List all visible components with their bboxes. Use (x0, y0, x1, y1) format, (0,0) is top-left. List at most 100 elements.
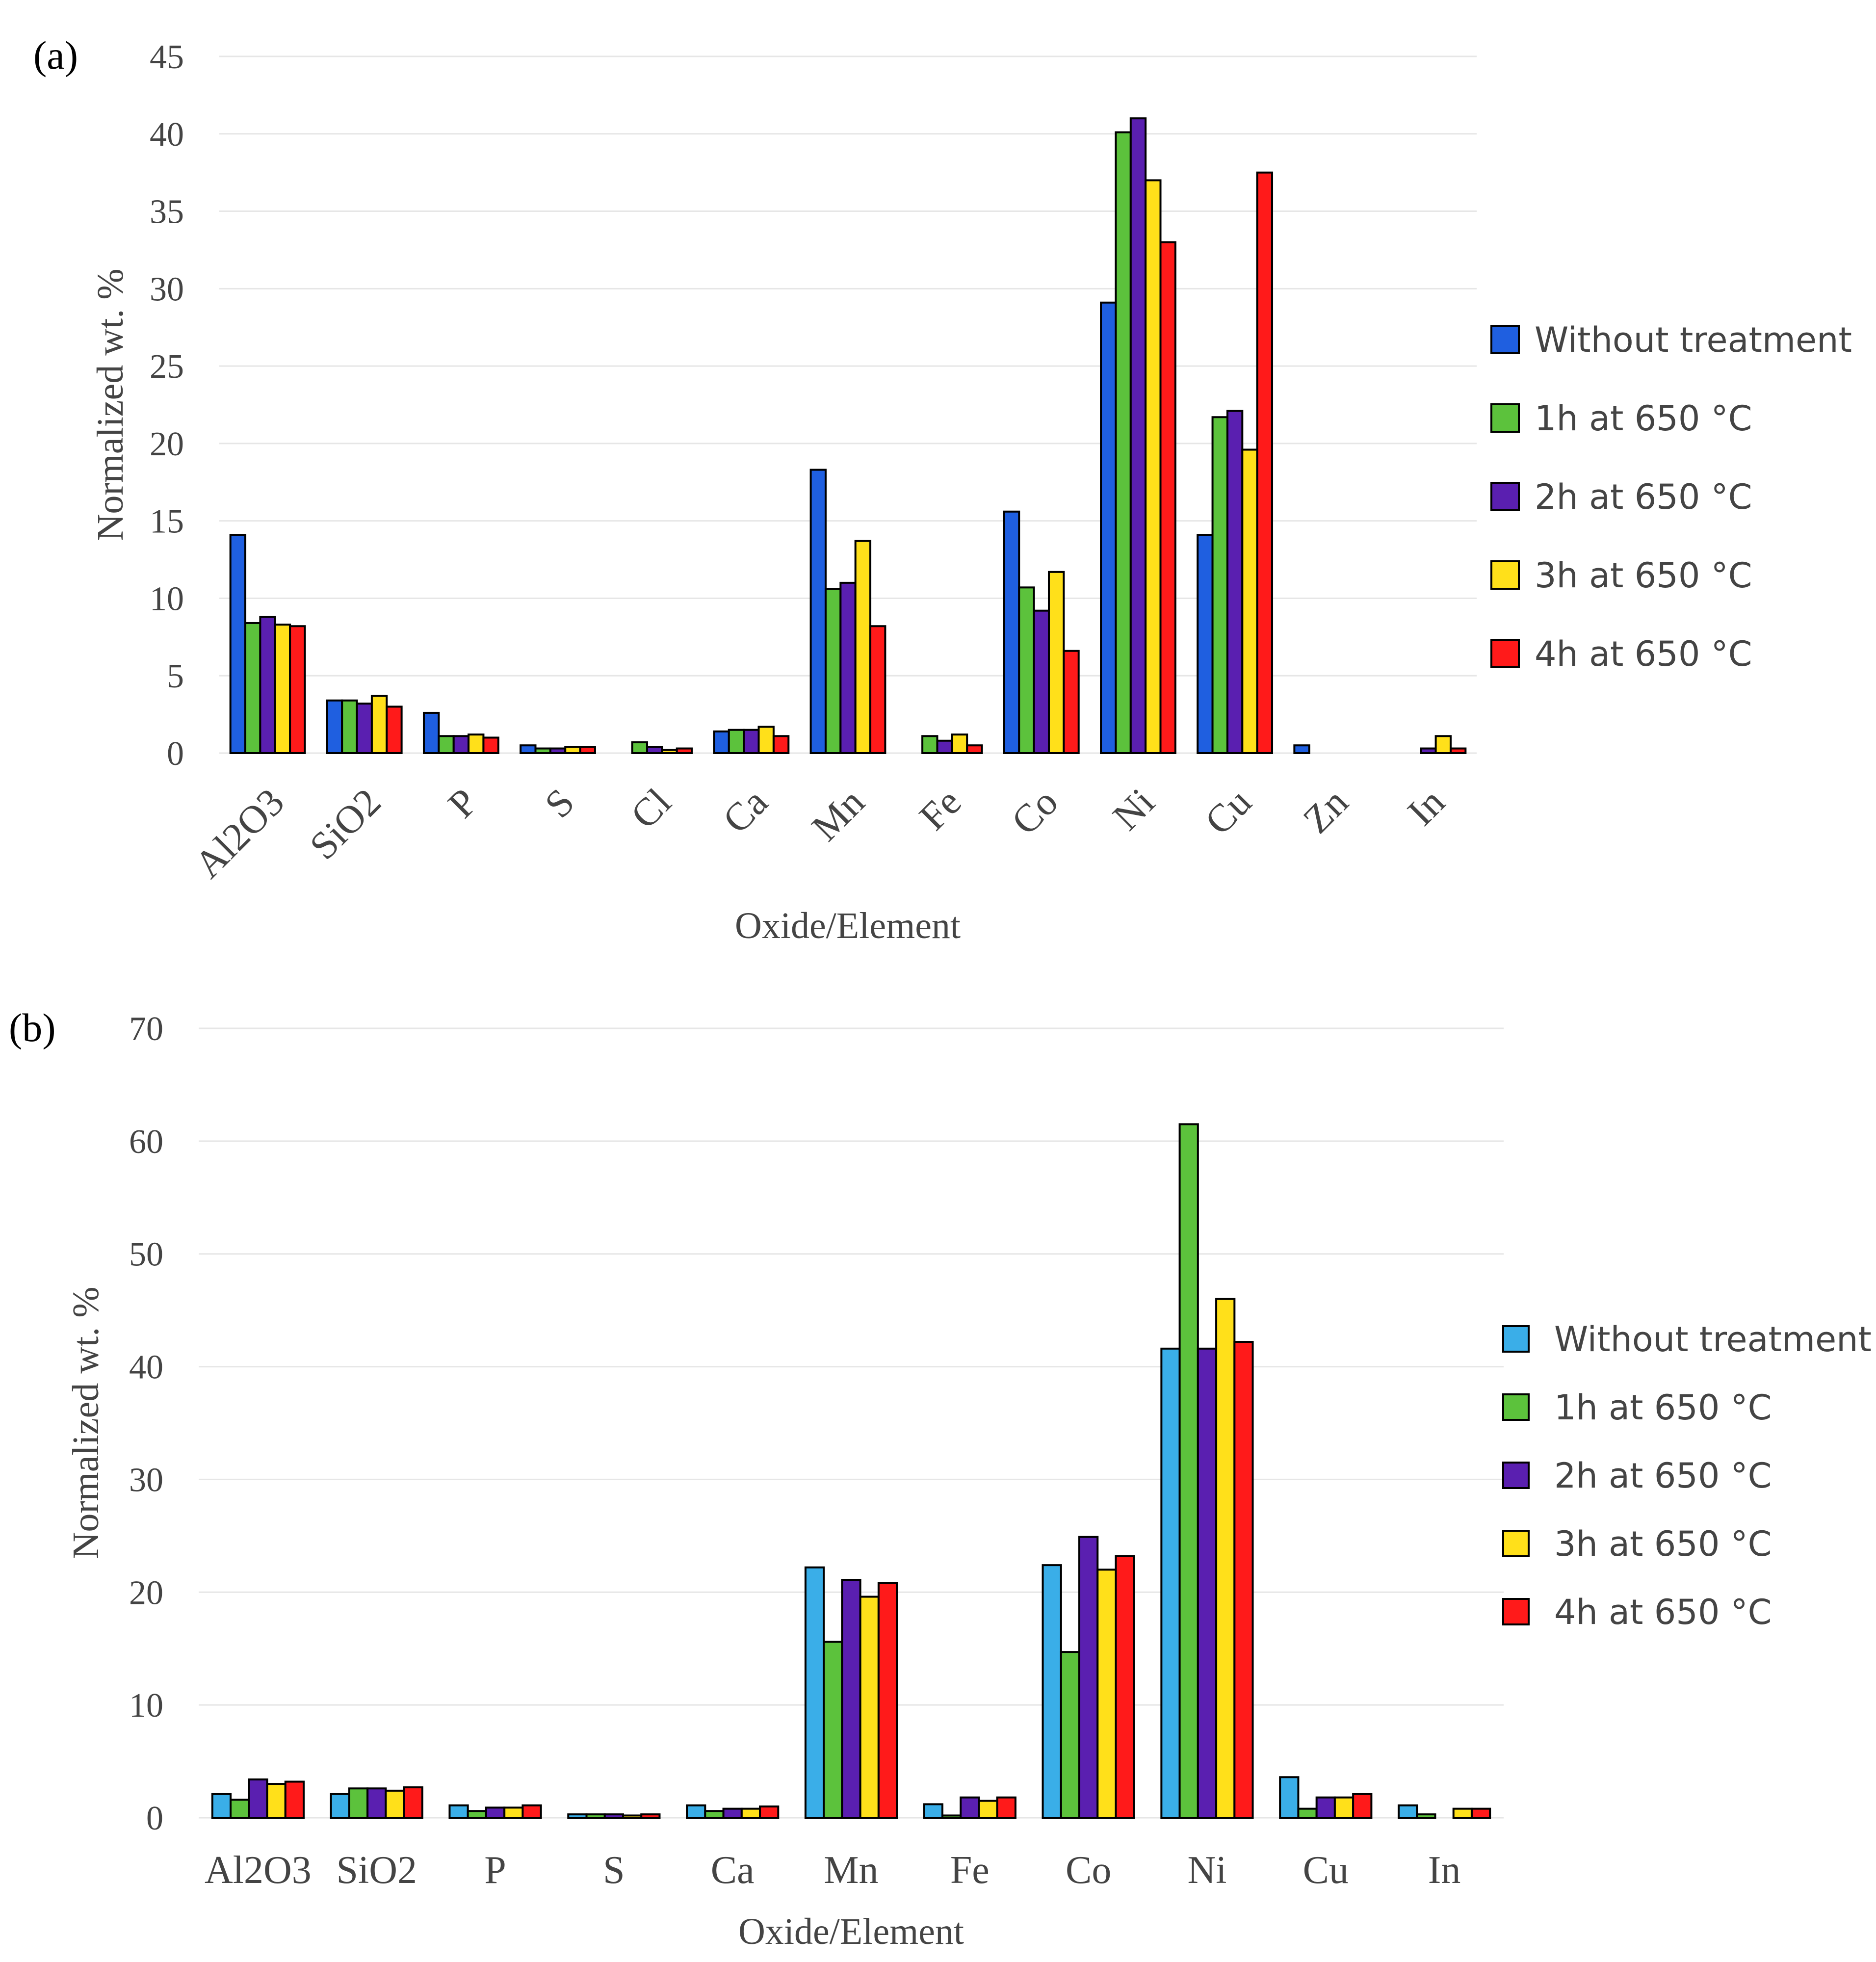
bar-al2o3-series-4 (274, 624, 291, 754)
bar-co-series-4 (1047, 571, 1065, 755)
y-axis-title: Normalized wt. % (90, 268, 131, 541)
x-tick-label: Co (1003, 781, 1066, 843)
x-tick-label: Ni (1187, 1849, 1226, 1892)
bar-al2o3-series-1 (211, 1793, 232, 1819)
x-tick-label: Zn (1295, 781, 1356, 842)
legend-swatch (1490, 639, 1520, 668)
bar-s-series-2 (534, 747, 551, 754)
x-tick-label: In (1400, 781, 1453, 834)
bar-ni-series-5 (1159, 241, 1176, 755)
x-tick-label: Cl (623, 781, 679, 837)
bar-fe-series-4 (951, 733, 968, 754)
bar-p-series-4 (503, 1806, 524, 1819)
legend: Without treatment 1h at 650 °C 2h at 650 °… (1490, 320, 1852, 674)
y-tick-label: 15 (150, 503, 184, 541)
bar-al2o3-series-4 (266, 1783, 287, 1819)
legend-swatch (1490, 403, 1520, 433)
bar-ca-series-1 (713, 730, 730, 755)
y-axis-title: Normalized wt. % (65, 1286, 106, 1559)
legend-swatch (1490, 325, 1520, 354)
bar-ni-series-2 (1178, 1123, 1199, 1819)
legend-label: 1h at 650 °C (1535, 398, 1752, 439)
bar-ca-series-4 (740, 1807, 761, 1819)
bar-co-series-1 (1042, 1564, 1062, 1819)
y-tick-label: 0 (167, 735, 184, 773)
bar-fe-series-2 (921, 735, 938, 755)
bar-p-series-5 (521, 1804, 542, 1819)
bar-sio2-series-4 (370, 695, 388, 754)
bar-ca-series-1 (686, 1804, 706, 1819)
bar-al2o3-series-5 (284, 1780, 305, 1819)
x-tick-label: Ca (711, 1849, 755, 1892)
y-tick-label: 40 (129, 1349, 163, 1386)
bar-co-series-4 (1096, 1569, 1117, 1819)
bar-cu-series-2 (1211, 416, 1228, 754)
bar-cu-series-2 (1297, 1807, 1318, 1819)
bar-p-series-1 (448, 1804, 469, 1819)
legend-label: 1h at 650 °C (1554, 1387, 1772, 1428)
bar-sio2-series-1 (330, 1793, 350, 1819)
bar-co-series-2 (1060, 1651, 1081, 1819)
bar-co-series-3 (1078, 1536, 1099, 1819)
bar-s-series-3 (549, 747, 567, 754)
x-tick-label: Mn (804, 781, 873, 850)
panel-label: (b) (9, 1005, 56, 1050)
bar-cl-series-2 (631, 741, 649, 755)
bar-in-series-3 (1420, 747, 1437, 754)
bar-ni-series-5 (1233, 1341, 1254, 1819)
bar-sio2-series-5 (386, 706, 403, 755)
bar-ni-series-1 (1100, 301, 1117, 754)
bar-co-series-1 (1003, 510, 1020, 754)
bar-p-series-3 (485, 1806, 506, 1819)
bar-p-series-3 (452, 735, 470, 755)
bar-p-series-5 (482, 736, 499, 755)
bar-cu-series-1 (1279, 1776, 1300, 1819)
bar-fe-series-4 (978, 1800, 998, 1819)
bar-s-series-2 (585, 1813, 606, 1819)
legend-label: 4h at 650 °C (1535, 634, 1752, 674)
bar-ni-series-1 (1160, 1347, 1181, 1819)
y-tick-label: 50 (129, 1236, 163, 1274)
x-tick-label: P (440, 781, 486, 827)
bar-cu-series-1 (1197, 534, 1214, 754)
y-tick-label: 70 (129, 1010, 163, 1048)
y-tick-label: 10 (129, 1687, 163, 1725)
legend-label: Without treatment (1535, 320, 1852, 360)
bar-mn-series-1 (804, 1566, 825, 1819)
bar-p-series-1 (422, 711, 440, 755)
bar-ni-series-3 (1197, 1347, 1218, 1819)
x-tick-label: Co (1066, 1849, 1111, 1892)
bar-mn-series-4 (859, 1596, 880, 1819)
bar-ca-series-2 (704, 1810, 725, 1819)
bar-mn-series-4 (854, 540, 872, 754)
bar-in-series-4 (1434, 735, 1452, 755)
legend-label: 3h at 650 °C (1554, 1524, 1772, 1564)
bar-fe-series-5 (966, 744, 983, 754)
bar-mn-series-2 (824, 588, 842, 754)
bar-co-series-2 (1018, 586, 1035, 755)
y-tick-label: 40 (150, 116, 184, 154)
legend-label: 3h at 650 °C (1535, 555, 1752, 596)
bar-cu-series-3 (1315, 1796, 1336, 1819)
x-tick-label: P (484, 1849, 506, 1892)
bar-in-series-2 (1416, 1813, 1436, 1819)
x-tick-label: Cu (1197, 781, 1260, 843)
x-tick-label: Mn (824, 1849, 878, 1892)
x-tick-label: Ni (1105, 781, 1163, 839)
bar-s-series-1 (520, 744, 537, 754)
legend-swatch (1490, 482, 1520, 511)
bar-s-series-5 (579, 746, 596, 755)
bar-fe-series-3 (960, 1796, 980, 1819)
legend-label: 2h at 650 °C (1554, 1456, 1772, 1496)
bar-sio2-series-3 (366, 1787, 387, 1819)
legend-label: 2h at 650 °C (1535, 477, 1752, 517)
bar-s-series-3 (603, 1813, 624, 1819)
bar-in-series-1 (1397, 1804, 1418, 1819)
legend-swatch (1502, 1462, 1530, 1489)
bar-fe-series-3 (936, 739, 953, 755)
bar-fe-series-5 (996, 1796, 1016, 1819)
x-tick-label: Ca (715, 781, 776, 842)
bar-sio2-series-2 (341, 699, 358, 754)
x-tick-label: S (603, 1849, 625, 1892)
y-tick-label: 20 (150, 425, 184, 463)
